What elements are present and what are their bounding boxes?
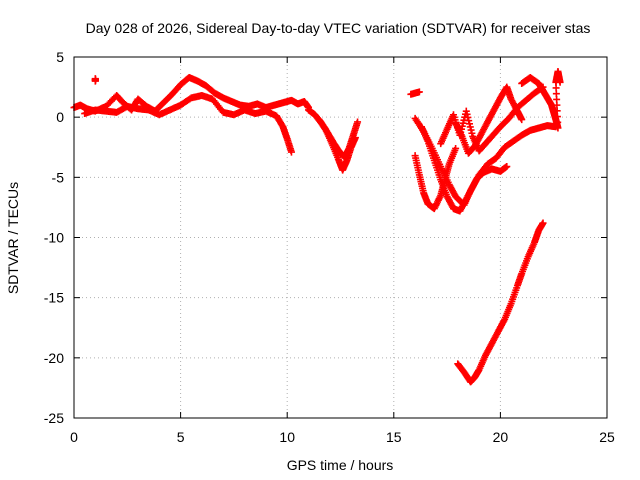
x-tick-label: 5 xyxy=(177,429,185,445)
data-point xyxy=(556,78,564,86)
series-e xyxy=(91,75,99,85)
y-tick-label: -15 xyxy=(44,290,64,306)
y-tick-label: -20 xyxy=(44,350,64,366)
x-tick-label: 20 xyxy=(493,429,509,445)
data-marks xyxy=(70,67,564,386)
data-point xyxy=(452,144,460,152)
series-k xyxy=(452,83,526,157)
data-point xyxy=(503,163,511,171)
data-point xyxy=(354,118,362,126)
x-tick-label: 10 xyxy=(279,429,295,445)
series-l xyxy=(518,67,564,132)
data-point xyxy=(518,116,526,124)
data-point xyxy=(415,88,423,96)
data-point xyxy=(91,77,99,85)
data-point xyxy=(351,134,359,142)
series-j xyxy=(437,83,547,155)
chart-title: Day 028 of 2026, Sidereal Day-to-day VTE… xyxy=(86,20,591,36)
x-tick-label: 15 xyxy=(386,429,402,445)
series-m xyxy=(454,219,547,386)
y-tick-label: 5 xyxy=(56,49,64,65)
y-tick-label: -10 xyxy=(44,230,64,246)
series-f xyxy=(407,88,423,98)
y-tick-label: -25 xyxy=(44,410,64,426)
series-b xyxy=(81,92,295,156)
x-axis-label: GPS time / hours xyxy=(287,457,394,473)
y-tick-label: 0 xyxy=(56,109,64,125)
x-tick-label: 25 xyxy=(599,429,615,445)
series-d xyxy=(315,116,359,174)
y-tick-labels: 5 0 -5 -10 -15 -20 -25 xyxy=(44,49,64,426)
y-tick-label: -5 xyxy=(52,169,65,185)
series-i xyxy=(411,114,511,209)
plot-frame xyxy=(73,56,608,419)
y-axis-label: SDTVAR / TECUs xyxy=(5,182,21,294)
data-point xyxy=(287,148,295,156)
x-tick-label: 0 xyxy=(70,429,78,445)
x-tick-labels: 0 5 10 15 20 25 xyxy=(70,429,615,445)
data-point xyxy=(539,219,547,227)
